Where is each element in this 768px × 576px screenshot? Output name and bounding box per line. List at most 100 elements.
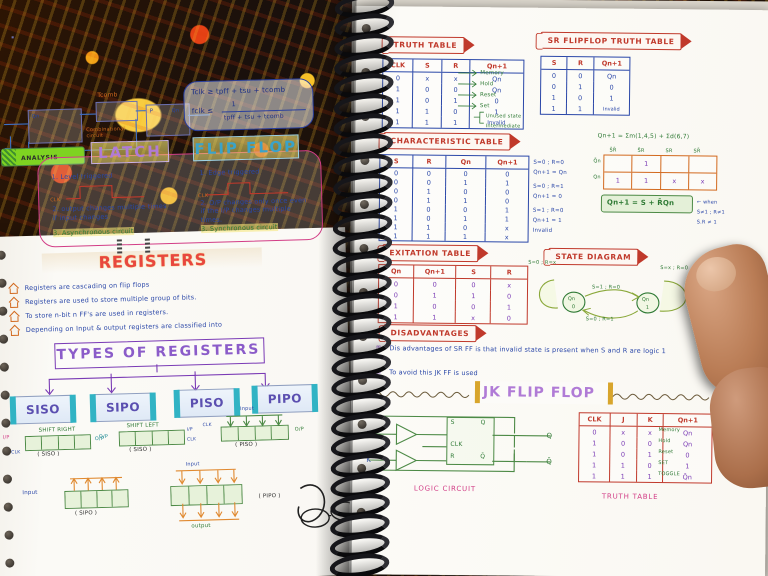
- registers-hanger: [116, 238, 151, 254]
- register-type-sipo: SIPO: [93, 392, 153, 423]
- label-tcomb: Tcomb: [97, 91, 118, 99]
- deriv-note-4: Qn+1 = 0: [532, 193, 563, 201]
- registers-points: Registers are cascading on flip flops Re…: [0, 227, 345, 336]
- disadvantage-point-1: Dis advantages of SR FF is that invalid …: [389, 344, 667, 356]
- kmap-grid: 1 1 1 x x: [603, 154, 718, 191]
- jk-ann-memory: Memory: [658, 427, 681, 434]
- pipo-input-arrows: [175, 468, 238, 485]
- flipflop-title: FLIP FLOP: [192, 134, 300, 162]
- th-r: R: [567, 57, 595, 70]
- state-edge-2: S=0 ; R=1: [585, 316, 614, 323]
- jk-logic-circuit: J K S CLK R Q Q̄ Q Q̄ LOGIC CIRCUIT: [355, 6, 768, 493]
- jk-ann-toggle: TOGGLE: [658, 471, 681, 478]
- th-qn1: Qn+1: [413, 265, 457, 278]
- deriv-note-5: S=1 ; R=0: [532, 207, 564, 215]
- deriv-note-2: Qn+1 = Qn: [533, 169, 567, 177]
- table-row: 1 1 Invalid: [540, 102, 629, 115]
- deriv-note-3: S=0 ; R=1: [533, 183, 564, 191]
- table-row: 1 1 1 Q̄n: [579, 470, 711, 483]
- annotation-arrows: [457, 69, 484, 124]
- th-k: K: [637, 413, 665, 427]
- pin-s: S: [450, 418, 455, 426]
- latch-point-1: 1. Level triggered: [51, 171, 113, 182]
- state-edge-0: S=0 ; R=x: [528, 259, 557, 266]
- label-comb-circuit: Combinational circuit: [86, 126, 126, 139]
- pin-clk: CLK: [450, 440, 463, 448]
- kmap-row-1: Qn: [593, 174, 601, 181]
- sr-truth-table-tag: SR FLIPFLOP TRUTH TABLE: [540, 31, 682, 51]
- flipflop-point-2: 2. O/P changes only once even if the I/P…: [200, 196, 307, 224]
- siso-right-input: I/P: [2, 434, 10, 441]
- svg-text:Qn: Qn: [642, 297, 649, 303]
- siso-left-output: O/P: [98, 433, 109, 441]
- jk-wires: [368, 415, 551, 473]
- pipo-output-label: output: [191, 522, 211, 530]
- result-note-3: S.R ≠ 1: [696, 219, 717, 226]
- kmap-row: 1: [604, 155, 716, 173]
- flipflop-point-1: 1. Edge triggered: [199, 167, 260, 178]
- siso-left-register: [118, 429, 186, 447]
- ann-intermediate: Intermediate: [485, 123, 521, 130]
- siso-left-input: I/P: [186, 427, 193, 433]
- pipo-caption: ( PIPO ): [258, 493, 281, 500]
- svg-text:0: 0: [572, 304, 575, 310]
- th-j: J: [610, 413, 638, 426]
- register-type-siso: SISO: [13, 394, 73, 425]
- eq-numerator: 1: [231, 100, 237, 109]
- label-p: P: [149, 108, 154, 115]
- th-clk: CLK: [579, 413, 611, 426]
- pin-r: R: [450, 452, 455, 460]
- svg-text:1: 1: [646, 305, 649, 311]
- kmap-row-0: Q̄n: [593, 158, 601, 165]
- kmap-col-2: SR: [665, 148, 673, 155]
- label-qn-2: Qn: [171, 107, 180, 114]
- deriv-note-6: Qn+1 = 1: [532, 217, 562, 225]
- disadvantage-point-2: To avoid this JK FF is used: [389, 368, 478, 378]
- piso-input-arrows: [226, 414, 283, 428]
- jk-ann-set: SET: [658, 460, 669, 467]
- state-edge-3: S=x ; R=0: [660, 265, 689, 272]
- deriv-note-7: Invalid: [532, 227, 553, 234]
- th-r: R: [413, 155, 446, 168]
- ann-unused: Unused state: [485, 113, 522, 120]
- table-header-row: S R Qn+1: [541, 56, 630, 71]
- kmap-row: 1 1 x x: [604, 171, 717, 190]
- kmap-col-1: S̄R: [637, 147, 645, 154]
- pipo-output-arrows: [179, 502, 240, 522]
- th-r: R: [506, 268, 512, 277]
- registers-point-4: Depending on Input & output registers ar…: [25, 320, 223, 335]
- label-qn-1: Qn: [31, 113, 40, 120]
- registers-point-3: To store n-bit n FF's are used in regist…: [25, 308, 169, 321]
- th-qn1: Qn+1: [601, 59, 622, 68]
- jk-truth-table-caption: TRUTH TABLE: [601, 492, 659, 502]
- home-bullet-icons: [8, 282, 21, 336]
- latch-title: LATCH: [90, 139, 170, 165]
- siso-left-caption: ( SISO ): [129, 446, 152, 454]
- svg-text:Qn: Qn: [568, 296, 575, 302]
- jk-output-q: Q: [546, 431, 553, 440]
- jk-ann-hold: Hold: [658, 438, 671, 445]
- shift-left-label: SHIFT LEFT: [126, 422, 160, 430]
- flipflop-waveform: [206, 182, 289, 196]
- result-note-1: ← when: [696, 199, 718, 206]
- sipo-caption: ( SIPO ): [74, 510, 98, 517]
- piso-clk-label: CLK: [202, 422, 212, 429]
- result-note-2: S≠1 ; R≠1: [696, 209, 725, 216]
- truth-table-annotations: Memory Hold Reset Set Unused state Inter…: [355, 6, 768, 130]
- pin-qbar: Q̄: [480, 453, 486, 461]
- registers-point-1: Registers are cascading on flip flops: [24, 280, 150, 293]
- kmap-col-0: S̄R̄: [609, 147, 617, 154]
- register-type-pipo: PIPO: [255, 384, 315, 414]
- pin-q: Q: [480, 419, 486, 427]
- latch-waveform: [66, 185, 145, 200]
- deriv-note-1: S=0 ; R=0: [533, 159, 565, 167]
- th-s: S: [456, 265, 492, 279]
- eq-line-2-lhs: fclk ≤: [191, 106, 214, 116]
- logic-circuit-caption: LOGIC CIRCUIT: [413, 484, 476, 494]
